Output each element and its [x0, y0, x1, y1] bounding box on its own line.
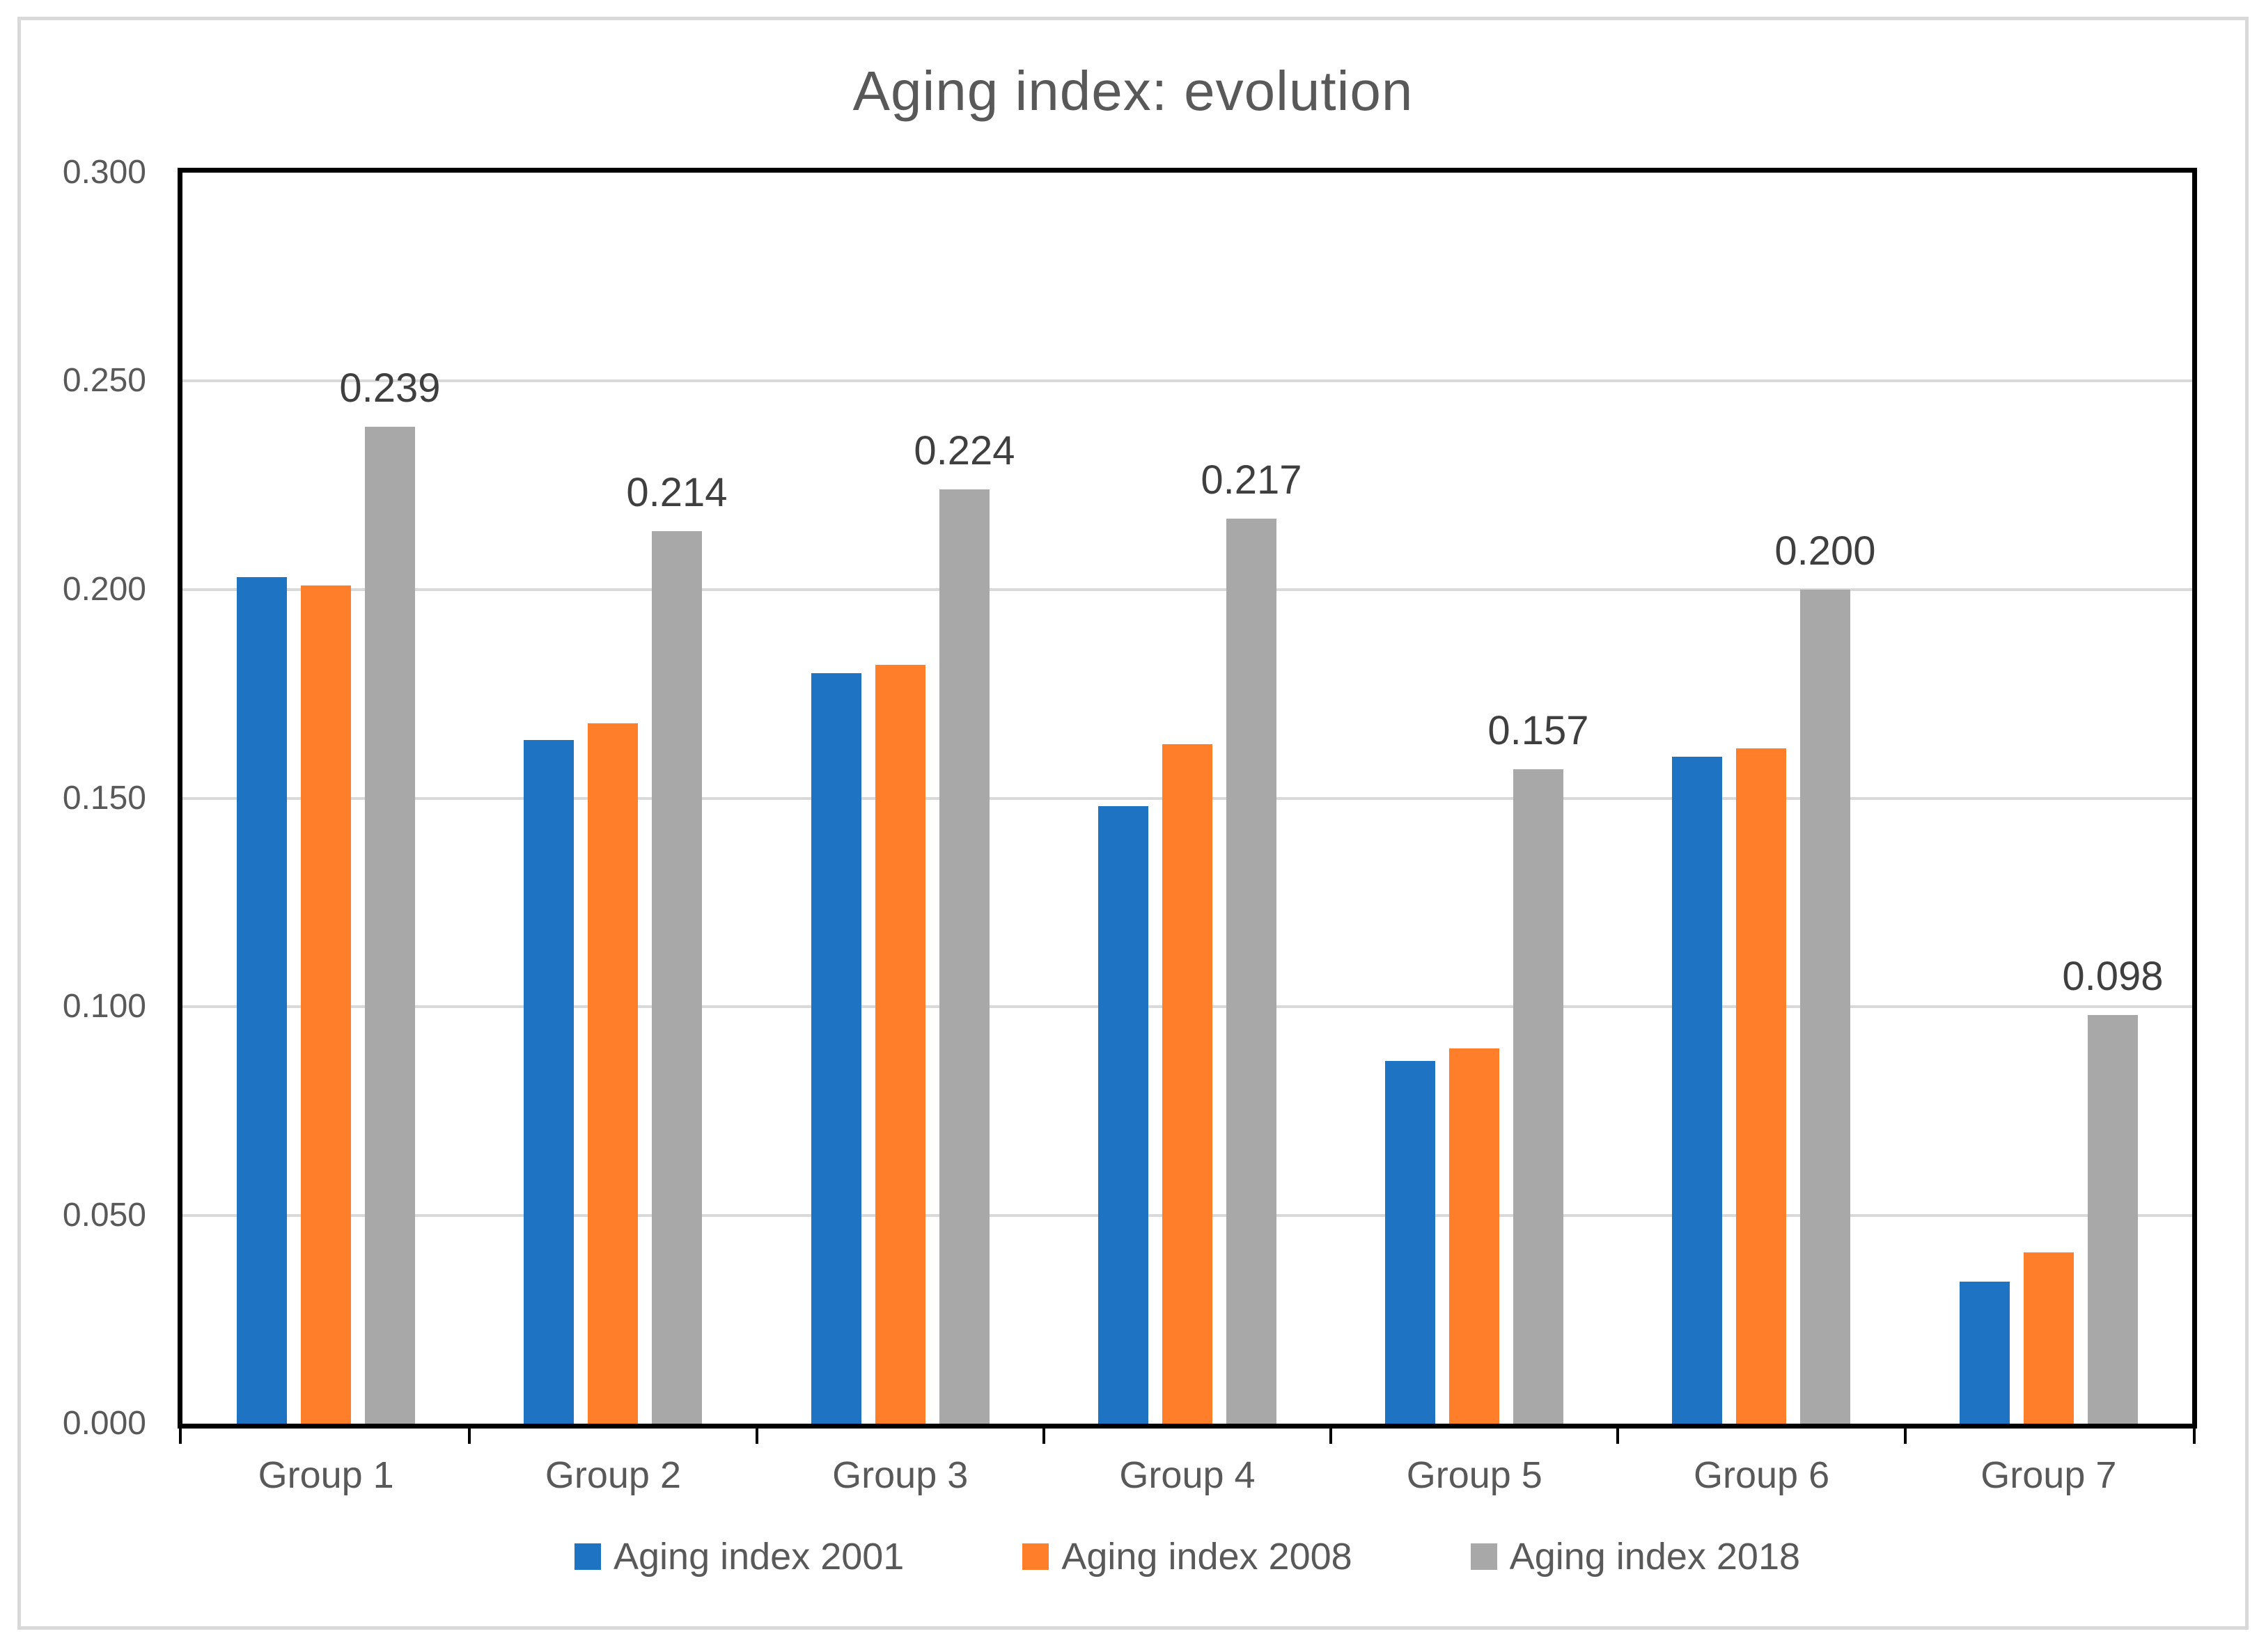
y-axis-label: 0.200 [62, 571, 146, 608]
bar-group-2-2008 [588, 723, 638, 1424]
y-axis-label: 0.050 [62, 1197, 146, 1234]
legend-swatch-2018 [1470, 1543, 1497, 1570]
y-axis-label: 0.000 [62, 1405, 146, 1442]
data-label: 0.239 [339, 365, 441, 411]
y-axis-label: 0.300 [62, 154, 146, 191]
bar-group-2: 0.214 [469, 173, 756, 1424]
x-axis-tick [1329, 1426, 1332, 1444]
x-axis-tick [2193, 1426, 2196, 1444]
bar-group-6-2001 [1672, 757, 1722, 1424]
x-axis-tick [1042, 1426, 1045, 1444]
bar-group-7-2008 [2024, 1252, 2074, 1424]
x-axis-tick [468, 1426, 471, 1444]
category-label-group-1: Group 1 [258, 1454, 394, 1496]
y-axis-label: 0.100 [62, 988, 146, 1025]
legend-item-2001: Aging index 2001 [574, 1535, 905, 1578]
data-label: 0.098 [2062, 954, 2164, 999]
bar-group-4-2008 [1162, 744, 1212, 1424]
y-axis-label: 0.250 [62, 362, 146, 399]
x-axis-tick [1904, 1426, 1907, 1444]
category-label-group-5: Group 5 [1406, 1454, 1542, 1496]
legend-swatch-2008 [1022, 1543, 1049, 1570]
bar-group-4-2001 [1098, 806, 1148, 1424]
x-axis-tick [756, 1426, 758, 1444]
bar-group-2-2018: 0.214 [626, 470, 728, 1424]
legend-item-2018: Aging index 2018 [1470, 1535, 1801, 1578]
bar-group-5: 0.157 [1331, 173, 1618, 1424]
bar-group-1-2018: 0.239 [339, 365, 441, 1424]
bar-group-6: 0.200 [1618, 173, 1905, 1424]
bar-group-3: 0.224 [757, 173, 1044, 1424]
bar-group-3-2001 [811, 673, 861, 1424]
bar-group-2-2001 [524, 740, 574, 1424]
bar-group-4-2018: 0.217 [1201, 457, 1302, 1424]
x-axis-category-labels: Group 1 Group 2 Group 3 Group 4 Group 5 Group… [182, 1454, 2192, 1497]
bar-group-4: 0.217 [1044, 173, 1331, 1424]
plot-area: 0.239 0.214 0.224 0.217 0.157 0.200 0.098 [178, 168, 2197, 1444]
gridline-0.200 [182, 588, 2192, 591]
data-label: 0.217 [1201, 457, 1302, 503]
category-label-group-3: Group 3 [832, 1454, 969, 1496]
data-label: 0.200 [1774, 528, 1876, 574]
x-axis-tick [1616, 1426, 1619, 1444]
x-axis-tick [179, 1426, 182, 1444]
bar-group-1-2008 [301, 585, 351, 1424]
legend: Aging index 2001 Aging index 2008 Aging in… [182, 1535, 2192, 1578]
bar-group-1-2001 [237, 577, 287, 1424]
legend-label-2018: Aging index 2018 [1509, 1536, 1801, 1578]
data-label: 0.224 [914, 428, 1015, 473]
category-label-group-4: Group 4 [1119, 1454, 1256, 1496]
bar-group-7-2018: 0.098 [2062, 954, 2164, 1424]
data-label: 0.157 [1487, 708, 1589, 753]
gridline-0.250 [182, 379, 2192, 382]
bar-group-7-2001 [1960, 1282, 2010, 1424]
bar-group-3-2018: 0.224 [914, 428, 1015, 1424]
data-label: 0.214 [626, 470, 728, 515]
bar-group-1: 0.239 [182, 173, 469, 1424]
legend-item-2008: Aging index 2008 [1022, 1535, 1352, 1578]
legend-label-2001: Aging index 2001 [613, 1536, 905, 1578]
bar-group-5-2008 [1449, 1048, 1499, 1424]
category-label-group-6: Group 6 [1693, 1454, 1830, 1496]
y-axis-label: 0.150 [62, 780, 146, 817]
legend-label-2008: Aging index 2008 [1061, 1536, 1352, 1578]
bar-group-5-2018: 0.157 [1487, 708, 1589, 1424]
legend-swatch-2001 [574, 1543, 601, 1570]
category-label-group-7: Group 7 [1980, 1454, 2117, 1496]
bar-group-5-2001 [1385, 1061, 1435, 1424]
bar-group-6-2018: 0.200 [1774, 528, 1876, 1424]
bar-group-3-2008 [875, 665, 925, 1424]
bar-group-7: 0.098 [1905, 173, 2192, 1424]
category-label-group-2: Group 2 [545, 1454, 681, 1496]
bar-group-6-2008 [1736, 748, 1786, 1424]
chart-title: Aging index: evolution [852, 60, 1414, 122]
